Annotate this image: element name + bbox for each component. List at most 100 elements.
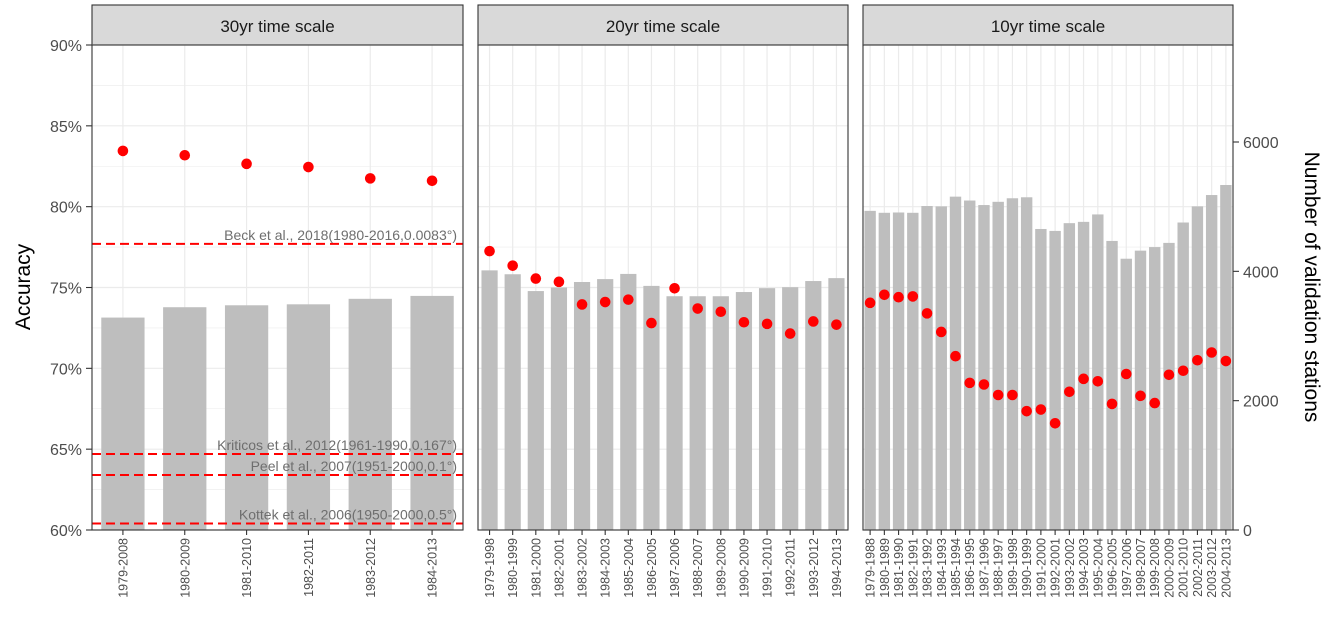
x-tick-label: 1983-2002 [576, 538, 590, 598]
accuracy-point [992, 389, 1004, 401]
x-tick-label: 1990-1999 [1020, 538, 1034, 598]
x-tick-label: 1988-2007 [691, 538, 705, 598]
accuracy-point [241, 158, 252, 170]
x-tick-label: 1986-2005 [645, 538, 659, 598]
station-count-bar [1163, 242, 1175, 530]
x-tick-label: 2004-2013 [1219, 538, 1233, 598]
x-tick-label: 1983-2012 [364, 538, 378, 598]
accuracy-point [1177, 365, 1189, 377]
x-tick-label: 1994-2013 [830, 538, 844, 598]
station-count-bar [907, 212, 919, 530]
station-count-bar [348, 298, 392, 530]
accuracy-point [1149, 397, 1161, 409]
station-count-bar [864, 210, 876, 530]
station-count-bar [1191, 206, 1204, 531]
station-count-bar [1049, 230, 1061, 530]
x-tick-label: 1986-1995 [963, 538, 977, 598]
panel-border [862, 44, 1234, 531]
accuracy-point [576, 299, 588, 310]
station-count-bar [643, 285, 660, 530]
accuracy-point [1135, 390, 1146, 402]
y-tick-label-right: 0 [1243, 523, 1252, 540]
station-count-bar [597, 279, 614, 530]
x-tick-label: 1991-2000 [1034, 538, 1048, 598]
accuracy-point [1078, 373, 1089, 385]
accuracy-point [530, 273, 542, 284]
x-tick-label: 1980-2009 [178, 538, 192, 598]
station-count-bar [1063, 223, 1076, 530]
station-count-bar [878, 212, 891, 530]
reference-line-label: Kottek et al., 2006(1950-2000,0.5°) [239, 507, 457, 523]
y-axis-title-right: Number of validation stations [1300, 152, 1323, 423]
x-tick-label: 1991-2010 [761, 538, 775, 598]
y-axis-left: 60% 65% 70% 75% 80% 85% 90% [50, 38, 92, 540]
panel-strip [477, 4, 849, 46]
x-tick-label: 1984-2003 [599, 538, 613, 598]
y-tick-label-left: 80% [50, 200, 82, 217]
accuracy-point [831, 319, 842, 330]
x-tick-label: 1985-1994 [949, 538, 963, 598]
accuracy-point [1163, 369, 1175, 381]
x-tick-label: 1998-2007 [1134, 538, 1148, 598]
station-count-bar [964, 200, 976, 531]
station-count-bar [1149, 247, 1161, 531]
x-tick-label: 1981-2000 [529, 538, 543, 598]
accuracy-point [950, 350, 961, 362]
panel-2: 20yr time scale 1979-1998 1980-1999 1981-20… [477, 4, 849, 598]
accuracy-point [893, 291, 904, 303]
station-count-bar [735, 292, 753, 530]
station-count-bar [828, 278, 845, 530]
panel-border [91, 44, 464, 531]
y-tick-label-right: 6000 [1243, 135, 1279, 152]
x-tick-label: 1997-2006 [1120, 538, 1134, 598]
accuracy-point [1035, 404, 1047, 415]
panel-strip [91, 4, 464, 46]
accuracy-point [364, 173, 376, 184]
station-count-bar [1020, 197, 1033, 531]
accuracy-point [907, 291, 919, 302]
station-count-bar [504, 274, 521, 530]
accuracy-point [1064, 386, 1075, 398]
accuracy-point [692, 303, 703, 314]
panel-strip [862, 4, 1234, 46]
x-tick-label: 1980-1989 [878, 538, 892, 598]
station-count-bar [1177, 222, 1189, 530]
y-tick-label-right: 4000 [1243, 264, 1279, 281]
x-tick-label: 1988-1997 [992, 538, 1006, 598]
accuracy-point [738, 316, 750, 328]
accuracy-point [935, 326, 947, 338]
station-count-bar [1106, 240, 1118, 530]
accuracy-point [1049, 418, 1061, 429]
station-count-bar [712, 296, 729, 530]
x-tick-label: 2002-2011 [1191, 538, 1205, 597]
accuracy-point [1120, 368, 1132, 380]
accuracy-point [179, 149, 191, 161]
panel-title: 10yr time scale [991, 17, 1105, 36]
accuracy-point [1106, 398, 1118, 410]
station-count-bar [163, 307, 207, 530]
x-tick-label: 1989-1998 [1006, 538, 1020, 598]
station-count-bar [620, 273, 637, 530]
accuracy-point [1092, 375, 1104, 387]
x-tick-label: 1987-2006 [668, 538, 682, 598]
station-count-bar [892, 212, 905, 530]
accuracy-point [484, 245, 495, 257]
station-count-bar [949, 196, 962, 531]
x-tick-label: 1982-1991 [906, 538, 920, 598]
x-tick-label: 2001-2010 [1177, 538, 1191, 598]
x-tick-label: 1993-2012 [807, 538, 821, 598]
station-count-bar [573, 282, 591, 530]
station-count-bar [921, 206, 933, 530]
x-tick-label: 1993-2002 [1063, 538, 1077, 598]
y-tick-label-right: 2000 [1243, 394, 1279, 411]
accuracy-point [921, 308, 933, 319]
station-count-bar [805, 281, 822, 530]
x-tick-label: 1981-2010 [240, 538, 254, 598]
station-count-bar [1120, 258, 1132, 530]
accuracy-point [879, 289, 890, 301]
panel-title: 30yr time scale [220, 17, 334, 36]
accuracy-point [669, 283, 680, 294]
accuracy-point [507, 260, 518, 271]
accuracy-point [761, 318, 773, 330]
